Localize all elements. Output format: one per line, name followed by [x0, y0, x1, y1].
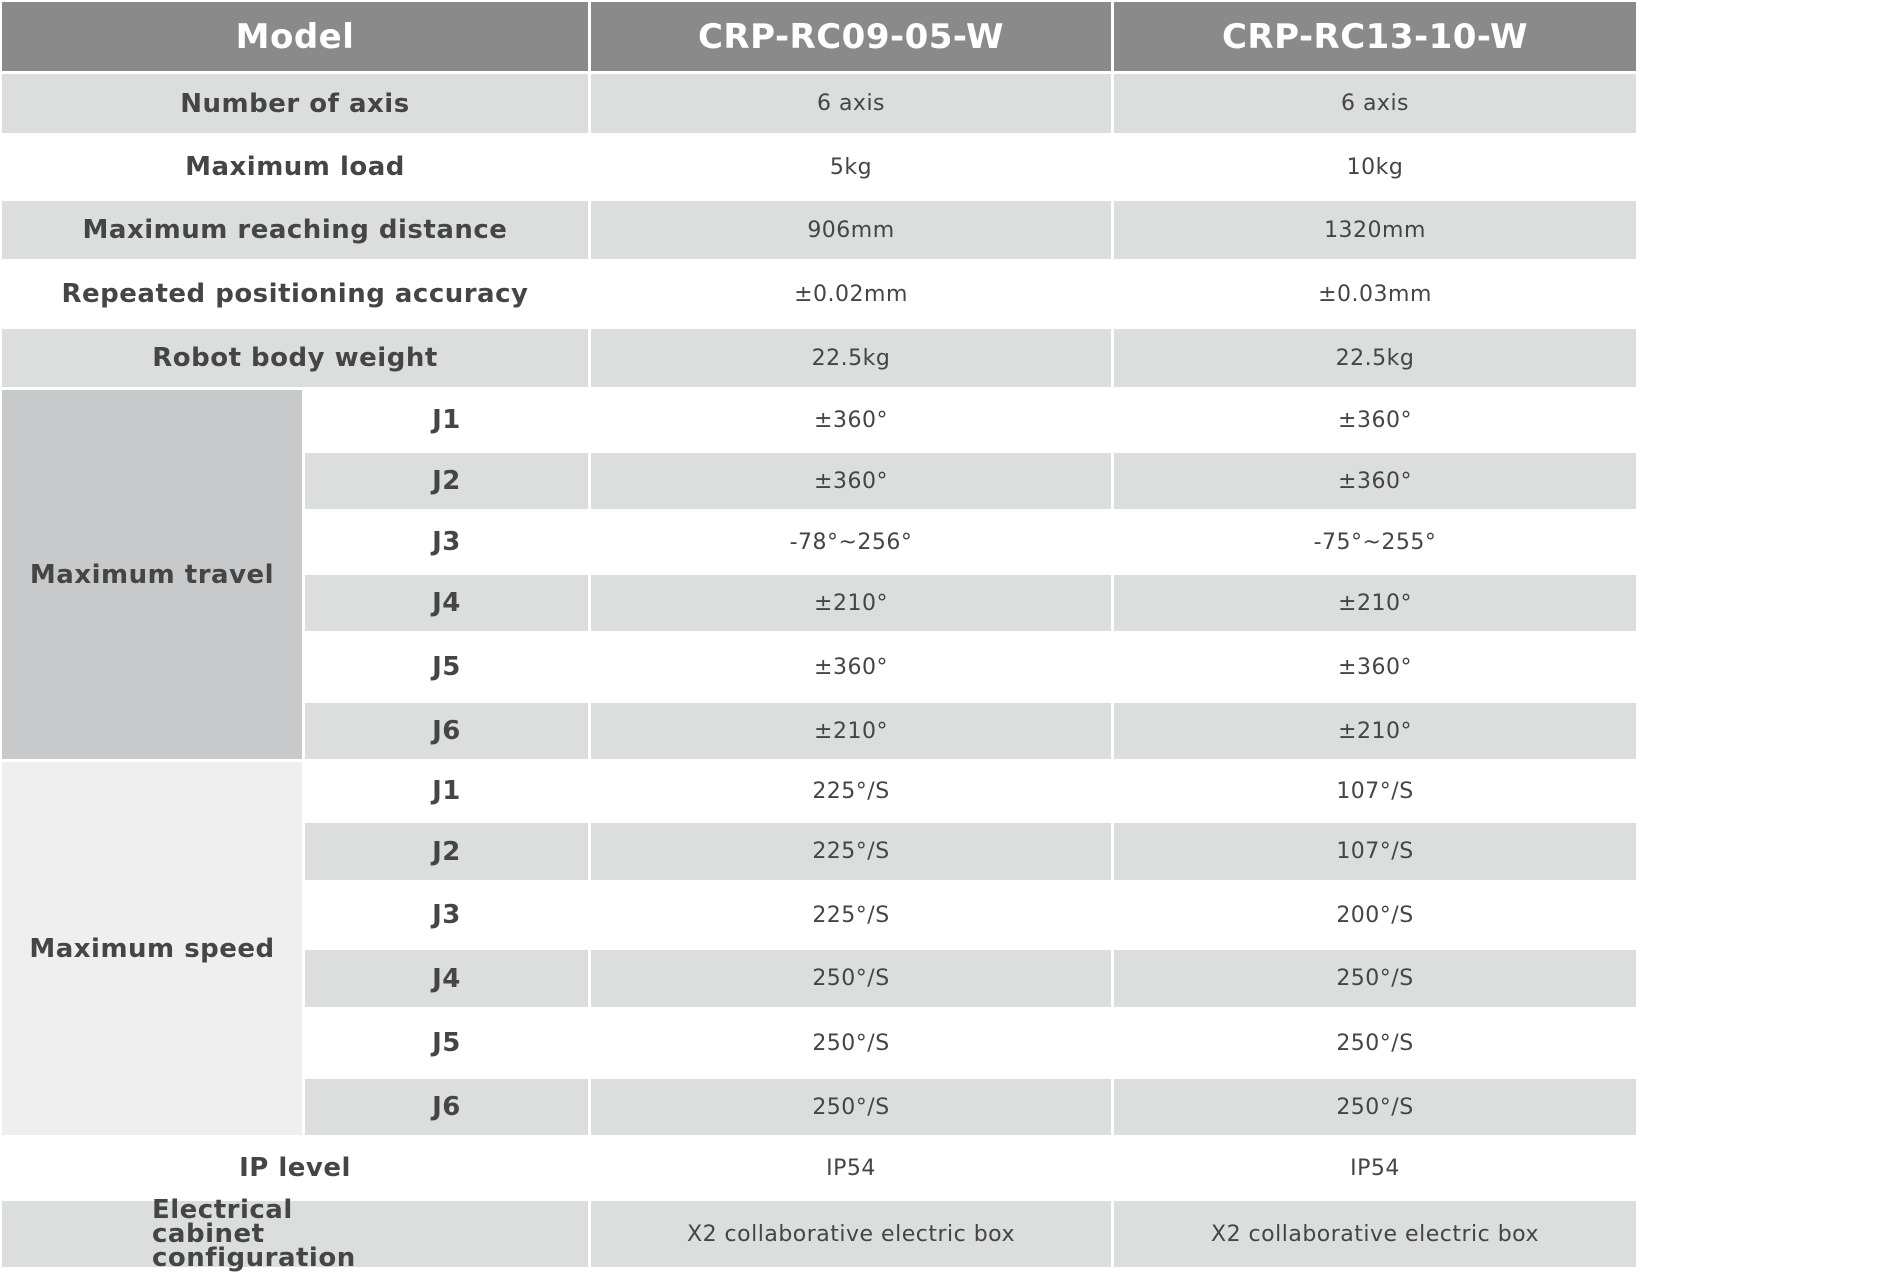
group-label: Maximum travel: [2, 390, 302, 759]
joint-value: 250°/S: [1114, 1010, 1636, 1076]
joint-label: J5: [305, 634, 588, 700]
joint-value: 250°/S: [1114, 950, 1636, 1007]
row-value: IP54: [1114, 1138, 1636, 1198]
joint-value: ±360°: [1114, 634, 1636, 700]
joint-value: ±210°: [1114, 575, 1636, 631]
row-value: 22.5kg: [591, 329, 1111, 387]
row-label: Number of axis: [2, 74, 588, 133]
row-label: Electrical cabinet configuration: [2, 1197, 588, 1271]
joint-value: -78°~256°: [591, 512, 1111, 572]
joint-label: J4: [305, 950, 588, 1007]
row-label: Robot body weight: [2, 329, 588, 387]
joint-value: 250°/S: [591, 950, 1111, 1007]
header-model-name: CRP-RC09-05-W: [591, 2, 1111, 71]
joint-value: ±360°: [591, 634, 1111, 700]
joint-value: 250°/S: [591, 1079, 1111, 1135]
joint-value: -75°~255°: [1114, 512, 1636, 572]
row-label: Repeated positioning accuracy: [2, 262, 588, 326]
joint-value: 250°/S: [1114, 1079, 1636, 1135]
row-label: Maximum load: [2, 136, 588, 198]
row-value: 22.5kg: [1114, 329, 1636, 387]
joint-label: J2: [305, 453, 588, 509]
row-value: IP54: [591, 1138, 1111, 1198]
joint-label: J1: [305, 762, 588, 820]
row-value: 1320mm: [1114, 201, 1636, 259]
joint-value: ±360°: [1114, 390, 1636, 450]
joint-value: ±210°: [591, 703, 1111, 759]
header-model-name: CRP-RC13-10-W: [1114, 2, 1636, 71]
row-value: X2 collaborative electric box: [591, 1201, 1111, 1267]
joint-label: J6: [305, 703, 588, 759]
joint-value: ±360°: [591, 390, 1111, 450]
joint-value: ±210°: [1114, 703, 1636, 759]
joint-label: J1: [305, 390, 588, 450]
row-label: IP level: [2, 1138, 588, 1198]
joint-label: J2: [305, 823, 588, 880]
row-label: Maximum reaching distance: [2, 201, 588, 259]
header-model-label: Model: [2, 2, 588, 71]
spec-table: Model CRP-RC09-05-W CRP-RC13-10-W Number of…: [2, 2, 1636, 1271]
group-label: Maximum speed: [2, 762, 302, 1135]
row-value: 6 axis: [1114, 74, 1636, 133]
joint-label: J5: [305, 1010, 588, 1076]
joint-value: ±360°: [1114, 453, 1636, 509]
row-value: ±0.03mm: [1114, 262, 1636, 326]
joint-label: J6: [305, 1079, 588, 1135]
joint-value: ±210°: [591, 575, 1111, 631]
joint-value: 107°/S: [1114, 762, 1636, 820]
joint-value: 225°/S: [591, 823, 1111, 880]
joint-label: J3: [305, 883, 588, 947]
joint-value: 107°/S: [1114, 823, 1636, 880]
row-value: X2 collaborative electric box: [1114, 1201, 1636, 1267]
row-value: 10kg: [1114, 136, 1636, 198]
row-value: 5kg: [591, 136, 1111, 198]
joint-value: 225°/S: [591, 883, 1111, 947]
row-value: 6 axis: [591, 74, 1111, 133]
joint-label: J4: [305, 575, 588, 631]
joint-value: 225°/S: [591, 762, 1111, 820]
joint-value: ±360°: [591, 453, 1111, 509]
joint-value: 250°/S: [591, 1010, 1111, 1076]
joint-label: J3: [305, 512, 588, 572]
row-value: 906mm: [591, 201, 1111, 259]
joint-value: 200°/S: [1114, 883, 1636, 947]
row-value: ±0.02mm: [591, 262, 1111, 326]
